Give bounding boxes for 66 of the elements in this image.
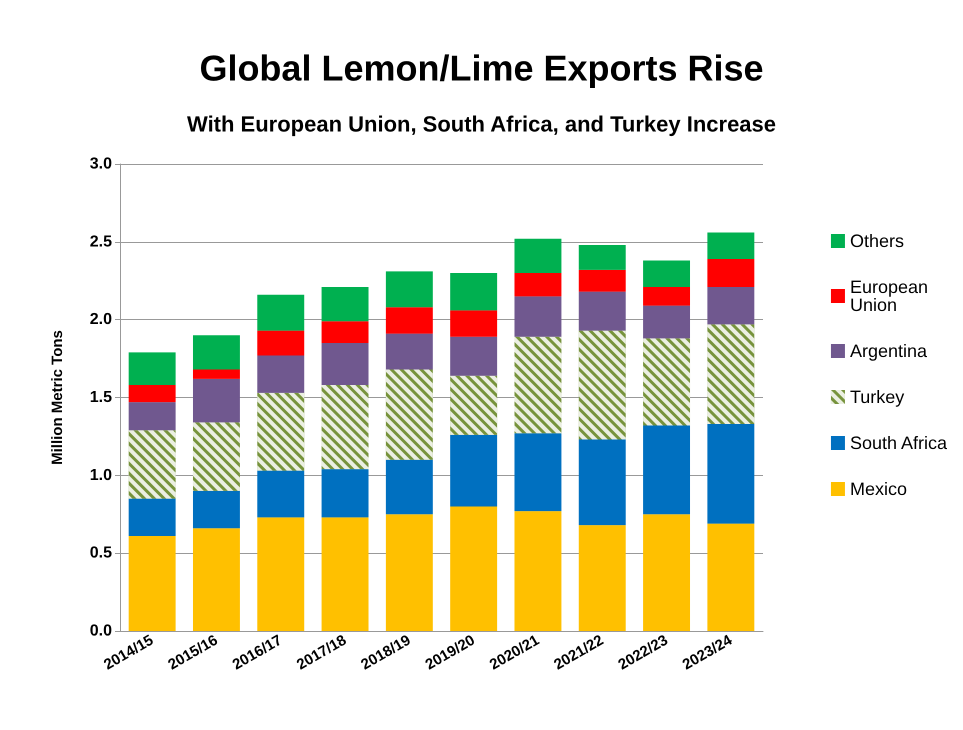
bar <box>322 286 369 322</box>
bar <box>643 260 690 287</box>
bar <box>514 433 562 512</box>
bar <box>578 525 626 631</box>
bar <box>514 272 562 296</box>
bar <box>643 306 690 338</box>
y-tick-label: 1.0 <box>90 466 112 484</box>
bar <box>643 514 690 631</box>
bar <box>192 378 240 422</box>
y-axis-title: Million Metric Tons <box>49 330 66 465</box>
y-tick-label: 3.0 <box>90 156 112 172</box>
bar <box>386 460 433 514</box>
bar <box>450 434 498 506</box>
bar <box>128 352 176 386</box>
bar <box>322 469 369 518</box>
bar <box>514 238 562 273</box>
bar <box>257 355 304 393</box>
bar <box>192 528 240 631</box>
bar <box>514 296 562 337</box>
y-tick-label: 1.5 <box>90 389 112 406</box>
bar <box>128 385 176 402</box>
chart-title: Global Lemon/Lime Exports Rise <box>199 48 764 88</box>
bar <box>386 334 433 370</box>
bar <box>128 536 176 631</box>
bar <box>643 426 690 514</box>
bar <box>450 336 498 376</box>
bar <box>386 514 433 631</box>
bar <box>514 511 562 631</box>
chart-subtitle: With European Union, South Africa, and Turkey Increase <box>186 112 776 136</box>
bar <box>450 506 498 631</box>
bar <box>578 270 626 292</box>
y-tick-label: 2.5 <box>90 233 112 250</box>
bar <box>128 402 176 430</box>
bar <box>322 321 369 344</box>
bar <box>578 244 626 270</box>
bar <box>257 517 304 631</box>
bar <box>257 470 304 518</box>
y-tick-label: 0.0 <box>90 622 112 640</box>
legend-label: Turkey <box>850 387 904 407</box>
y-tick-label: 0.5 <box>90 544 112 562</box>
bar <box>386 271 433 308</box>
bar <box>192 490 240 528</box>
bar <box>450 272 498 310</box>
bar <box>707 524 754 631</box>
bar <box>707 258 754 287</box>
bar <box>707 286 754 324</box>
bar <box>257 330 304 356</box>
bar <box>386 307 433 334</box>
legend-label: Argentina <box>850 341 928 361</box>
bar <box>322 343 369 386</box>
bar <box>257 294 304 331</box>
bar <box>128 498 176 536</box>
legend-label: Others <box>850 231 904 251</box>
bar <box>578 440 626 526</box>
bar <box>322 517 369 631</box>
y-tick-label: 2.0 <box>90 311 112 328</box>
bar <box>643 286 690 306</box>
legend-label: Mexico <box>850 479 907 499</box>
bar <box>192 369 240 379</box>
legend-label: South Africa <box>850 433 948 453</box>
legend-label: European Union <box>850 277 934 315</box>
bar <box>707 424 754 524</box>
bar <box>450 310 498 337</box>
bar <box>578 292 626 331</box>
bar <box>192 335 240 370</box>
bar <box>707 232 754 259</box>
